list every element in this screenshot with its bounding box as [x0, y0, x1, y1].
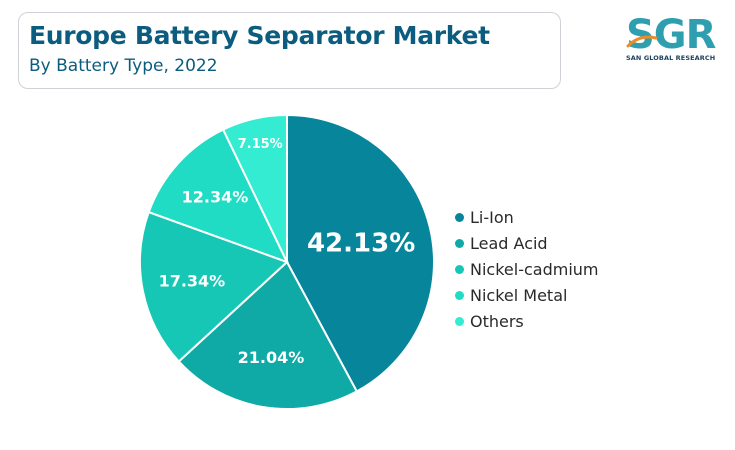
pie-label-lead-acid: 21.04%	[238, 348, 305, 367]
sgr-logo: SGR SAN GLOBAL RESEARCH	[626, 14, 722, 64]
legend-label: Others	[470, 311, 524, 331]
pie-slice-nickel-metal	[147, 128, 289, 264]
pie-slice-lead-acid	[177, 260, 359, 410]
legend-swatch	[455, 316, 464, 326]
pie-slice-li-ion	[286, 113, 435, 393]
legend-swatch	[455, 290, 464, 300]
legend-label: Nickel Metal	[470, 285, 568, 305]
logo-swoosh-icon	[626, 35, 658, 48]
legend-label: Lead Acid	[470, 233, 548, 253]
pie-label-nickel-metal: 12.34%	[182, 188, 249, 207]
legend-label: Nickel-cadmium	[470, 259, 599, 279]
legend-item-li-ion: Li-Ion	[455, 204, 598, 230]
legend-swatch	[455, 264, 464, 274]
legend-swatch	[455, 238, 464, 248]
title-box: Europe Battery Separator Market By Batte…	[18, 12, 561, 89]
logo-tagline: SAN GLOBAL RESEARCH	[626, 54, 716, 62]
chart-title: Europe Battery Separator Market	[29, 21, 490, 50]
logo-letters: SGR	[626, 12, 716, 58]
legend-item-lead-acid: Lead Acid	[455, 230, 598, 256]
legend-item-others: Others	[455, 308, 598, 334]
legend-item-nickel-cadmium: Nickel-cadmium	[455, 256, 598, 282]
pie-label-nickel-cadmium: 17.34%	[159, 272, 226, 291]
pie-slice-others	[221, 113, 288, 263]
chart-subtitle: By Battery Type, 2022	[29, 56, 218, 76]
legend-item-nickel-metal: Nickel Metal	[455, 282, 598, 308]
legend-swatch	[455, 212, 464, 222]
legend: Li-Ion Lead Acid Nickel-cadmium Nickel Meta…	[455, 204, 598, 334]
legend-label: Li-Ion	[470, 207, 514, 227]
pie-label-others: 7.15%	[238, 137, 283, 152]
pie-label-li-ion: 42.13%	[307, 228, 415, 258]
